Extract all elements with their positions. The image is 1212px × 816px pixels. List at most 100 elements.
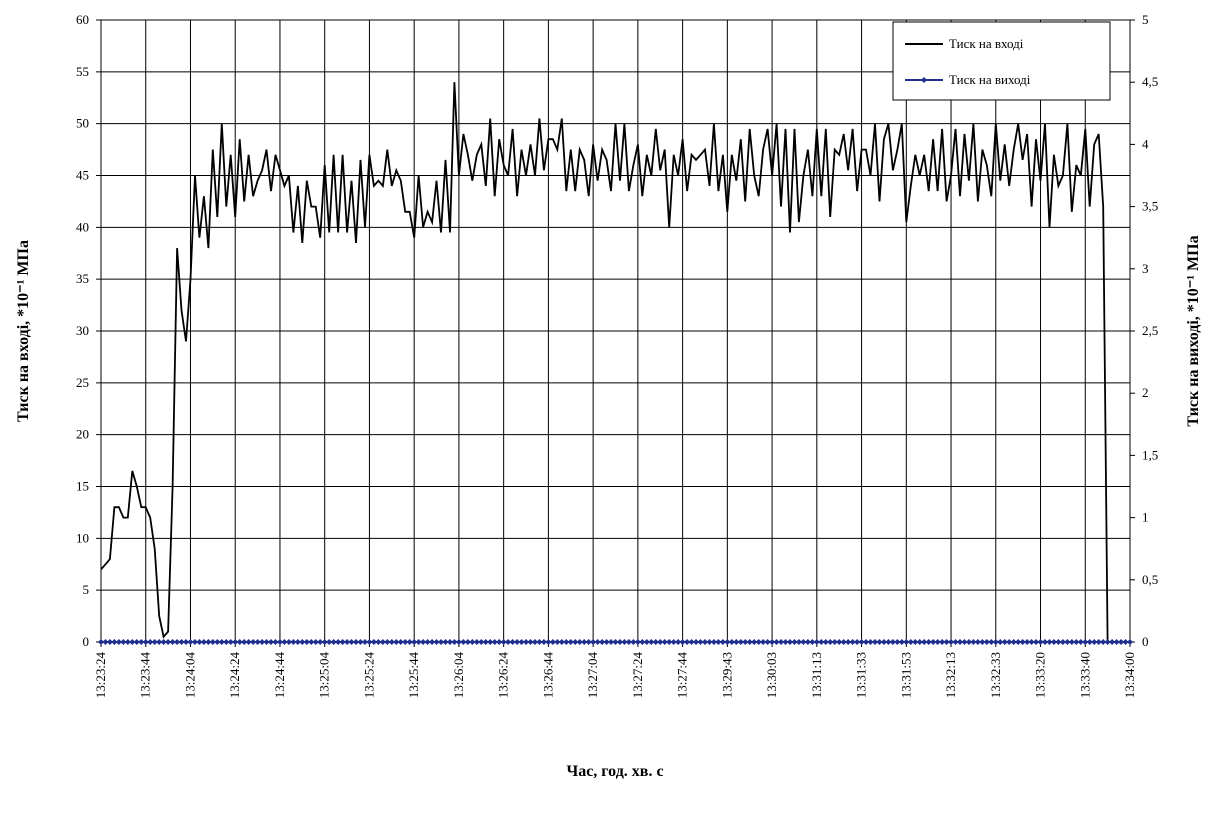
point-marker bbox=[581, 639, 588, 645]
point-marker bbox=[563, 639, 570, 645]
point-marker bbox=[907, 639, 914, 645]
point-marker bbox=[1086, 639, 1093, 645]
point-marker bbox=[321, 639, 328, 645]
point-marker bbox=[1055, 639, 1062, 645]
point-marker bbox=[688, 639, 695, 645]
point-marker bbox=[858, 639, 865, 645]
point-marker bbox=[1041, 639, 1048, 645]
x-tick-label: 13:31:33 bbox=[854, 652, 869, 698]
point-marker bbox=[339, 639, 346, 645]
point-marker bbox=[500, 639, 507, 645]
point-marker bbox=[263, 639, 270, 645]
x-tick-label: 13:23:44 bbox=[138, 652, 153, 699]
point-marker bbox=[98, 639, 104, 645]
point-marker bbox=[353, 639, 360, 645]
point-marker bbox=[218, 639, 225, 645]
y-tick-label: 10 bbox=[76, 530, 89, 545]
point-marker bbox=[259, 639, 266, 645]
x-tick-label: 13:34:00 bbox=[1122, 652, 1137, 698]
point-marker bbox=[1015, 639, 1022, 645]
point-marker bbox=[156, 639, 163, 645]
point-marker bbox=[616, 639, 623, 645]
point-marker bbox=[160, 639, 167, 645]
point-marker bbox=[464, 639, 471, 645]
point-marker bbox=[375, 639, 382, 645]
point-marker bbox=[630, 639, 637, 645]
point-marker bbox=[567, 639, 574, 645]
point-marker bbox=[254, 639, 261, 645]
point-marker bbox=[268, 639, 275, 645]
point-marker bbox=[943, 639, 950, 645]
point-marker bbox=[429, 639, 436, 645]
point-marker bbox=[983, 639, 990, 645]
point-marker bbox=[867, 639, 874, 645]
point-marker bbox=[227, 639, 234, 645]
point-marker bbox=[451, 639, 458, 645]
point-marker bbox=[124, 639, 131, 645]
point-marker bbox=[666, 639, 673, 645]
point-marker bbox=[236, 639, 243, 645]
point-marker bbox=[778, 639, 785, 645]
point-marker bbox=[590, 639, 597, 645]
point-marker bbox=[979, 639, 986, 645]
x-tick-label: 13:31:53 bbox=[898, 652, 913, 698]
point-marker bbox=[299, 639, 306, 645]
legend-label: Тиск на виході bbox=[949, 72, 1031, 87]
x-tick-label: 13:32:13 bbox=[943, 652, 958, 698]
y-tick-label: 0 bbox=[83, 634, 90, 649]
point-marker bbox=[536, 639, 543, 645]
x-tick-label: 13:23:24 bbox=[93, 652, 108, 699]
point-marker bbox=[697, 639, 704, 645]
point-marker bbox=[388, 639, 395, 645]
point-marker bbox=[165, 639, 172, 645]
point-marker bbox=[916, 639, 923, 645]
point-marker bbox=[818, 639, 825, 645]
point-marker bbox=[706, 639, 713, 645]
point-marker bbox=[147, 639, 154, 645]
y-tick-label: 40 bbox=[76, 219, 89, 234]
point-marker bbox=[974, 639, 981, 645]
point-marker bbox=[366, 639, 373, 645]
point-marker bbox=[652, 639, 659, 645]
point-marker bbox=[1091, 639, 1098, 645]
point-marker bbox=[800, 639, 807, 645]
point-marker bbox=[876, 639, 883, 645]
point-marker bbox=[111, 639, 118, 645]
point-marker bbox=[760, 639, 767, 645]
x-tick-label: 13:25:24 bbox=[361, 652, 376, 699]
point-marker bbox=[191, 639, 198, 645]
point-marker bbox=[813, 639, 820, 645]
x-tick-label: 13:29:43 bbox=[719, 652, 734, 698]
point-marker bbox=[1010, 639, 1017, 645]
x-tick-label: 13:24:24 bbox=[227, 652, 242, 699]
y2-tick-label: 2,5 bbox=[1142, 323, 1158, 338]
point-marker bbox=[854, 639, 861, 645]
x-tick-label: 13:26:04 bbox=[451, 652, 466, 699]
y2-tick-label: 4,5 bbox=[1142, 74, 1158, 89]
point-marker bbox=[433, 639, 440, 645]
x-tick-label: 13:25:44 bbox=[406, 652, 421, 699]
point-marker bbox=[496, 639, 503, 645]
point-marker bbox=[187, 639, 194, 645]
point-marker bbox=[370, 639, 377, 645]
y-tick-label: 15 bbox=[76, 479, 89, 494]
point-marker bbox=[724, 639, 731, 645]
point-marker bbox=[232, 639, 239, 645]
point-marker bbox=[554, 639, 561, 645]
point-marker bbox=[657, 639, 664, 645]
point-marker bbox=[523, 639, 530, 645]
point-marker bbox=[514, 639, 521, 645]
point-marker bbox=[1068, 639, 1075, 645]
y2-tick-label: 5 bbox=[1142, 12, 1149, 27]
point-marker bbox=[1006, 639, 1013, 645]
point-marker bbox=[786, 639, 793, 645]
point-marker bbox=[509, 639, 516, 645]
point-marker bbox=[948, 639, 955, 645]
point-marker bbox=[1064, 639, 1071, 645]
point-marker bbox=[424, 639, 431, 645]
point-marker bbox=[822, 639, 829, 645]
point-marker bbox=[934, 639, 941, 645]
point-marker bbox=[769, 639, 776, 645]
point-marker bbox=[115, 639, 122, 645]
point-marker bbox=[1073, 639, 1080, 645]
